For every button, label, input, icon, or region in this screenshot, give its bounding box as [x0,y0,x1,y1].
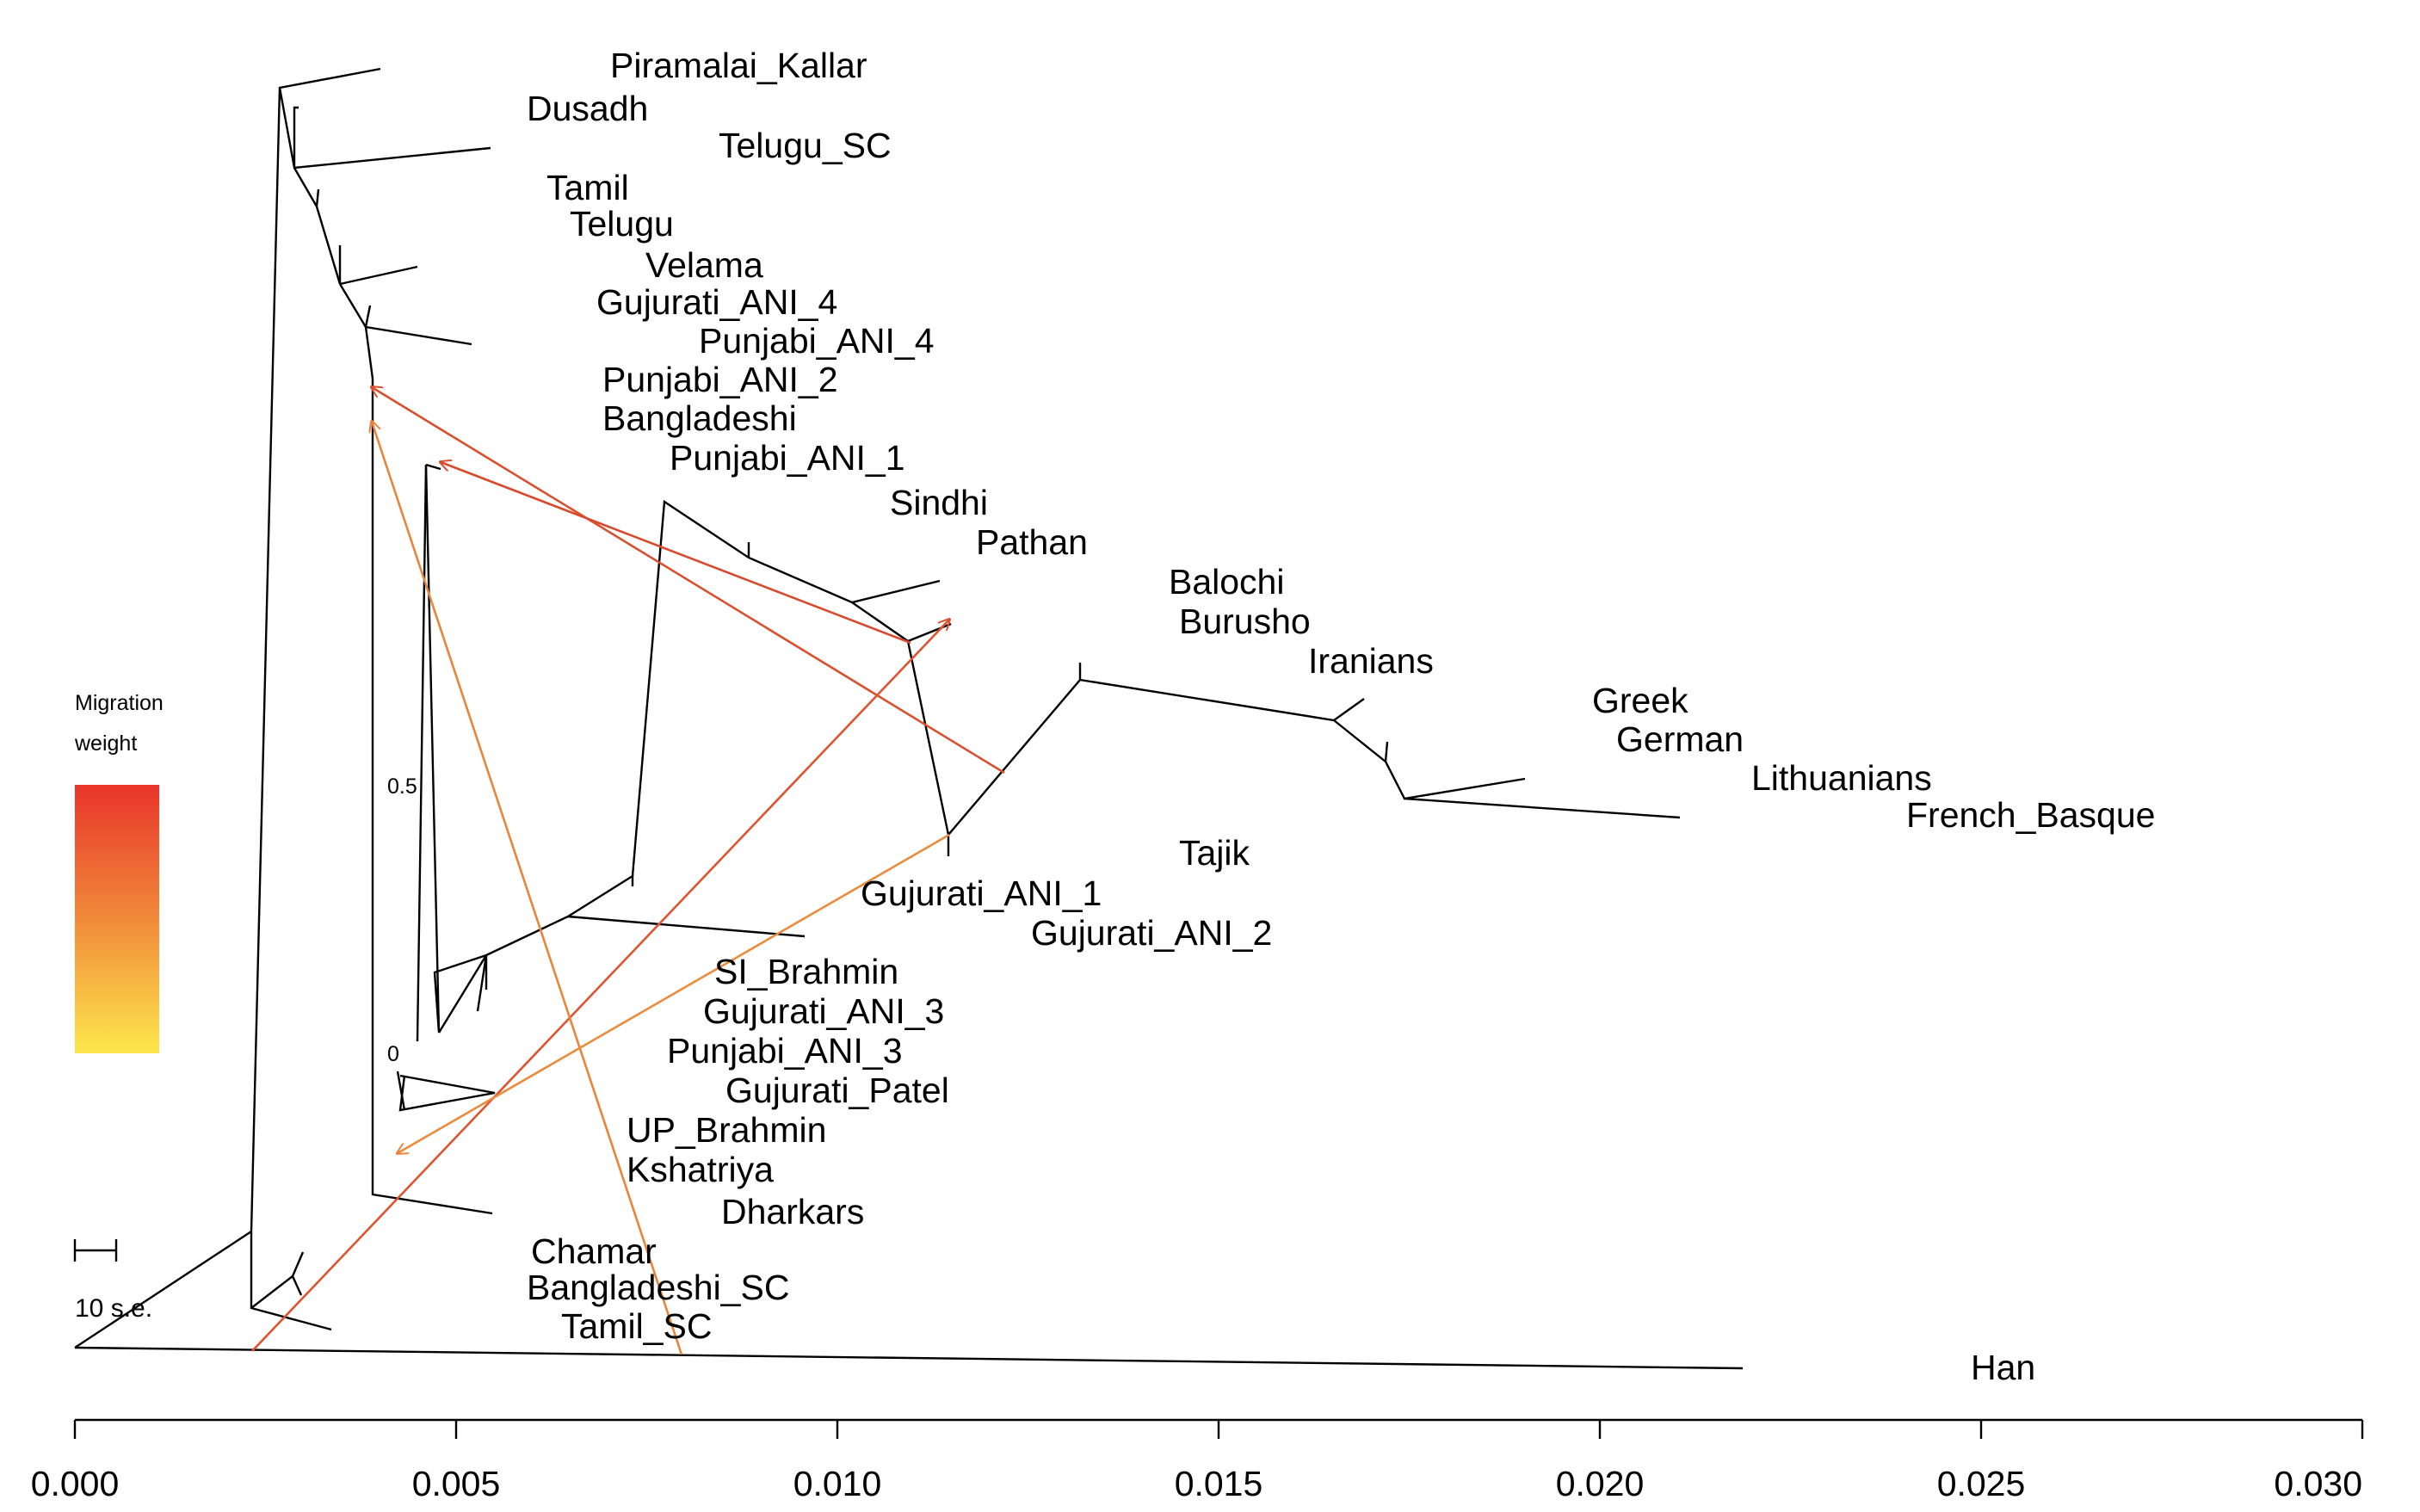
branch-iran [948,663,1681,836]
scale-bar: 10 s.e. [73,1239,152,1323]
branch-up [631,499,952,877]
migration-edge-5 [398,833,950,1153]
branch-root-main [74,1230,252,1349]
scale-bar-label: 10 s.e. [75,1294,152,1323]
legend-title-line1: Migration [75,691,164,715]
migration-edges [251,387,1005,1355]
branch-chamar-group [250,1251,305,1309]
migration-edge-3 [251,620,949,1352]
branch-sindhi [906,640,950,856]
label-balochi: Balochi [1169,562,1284,602]
branch-sub [396,1071,406,1111]
x-axis: 0.000 0.005 0.010 0.015 0.020 0.025 0.03… [31,1418,2364,1503]
label-up-brahmin: UP_Brahmin [627,1110,826,1150]
label-dharkars: Dharkars [721,1192,864,1231]
label-kshatriya: Kshatriya [627,1150,774,1189]
x-axis-tick-label-6: 0.030 [2274,1464,2362,1503]
migration-edge-1 [372,387,1005,775]
branch-trunk [250,67,381,1232]
label-punjabi-ani-1: Punjabi_ANI_1 [670,438,905,478]
label-si-brahmin: SI_Brahmin [714,952,898,991]
label-punjabi-ani-3: Punjabi_ANI_3 [667,1031,903,1071]
label-han: Han [1971,1348,2035,1387]
legend-title-line2: weight [74,731,137,756]
label-bangladeshi-sc: Bangladeshi_SC [527,1268,789,1307]
branch-gujANI4 [364,326,493,1215]
x-axis-tick-label-4: 0.020 [1556,1464,1645,1503]
label-gujurati-ani-4: Gujurati_ANI_4 [596,282,837,322]
x-axis-tick-label-5: 0.025 [1937,1464,2026,1503]
branch-left2 [437,954,488,1034]
label-punjabi-ani-4: Punjabi_ANI_4 [699,321,935,361]
label-piramalai-kallar: Piramalai_Kallar [610,46,867,85]
x-axis-tick-label-3: 0.015 [1175,1464,1263,1503]
label-telugu: Telugu [570,204,674,244]
label-tajik: Tajik [1179,833,1250,873]
scale-bar-line [73,1239,118,1262]
label-french-basque: French_Basque [1906,795,2155,835]
label-bangladeshi: Bangladeshi [602,398,797,438]
label-iranians: Iranians [1308,641,1434,681]
branch-dusadh [278,87,491,170]
branch-velama [338,283,472,346]
legend-min-label: 0 [387,1042,399,1066]
label-chamar: Chamar [531,1231,657,1271]
x-axis-tick-label-2: 0.010 [793,1464,882,1503]
x-axis-tick-label-1: 0.005 [412,1464,501,1503]
label-tamil-sc: Tamil_SC [561,1306,712,1346]
branch-telugu [315,206,418,286]
tree-branches [74,67,1744,1370]
migration-edge-2 [441,462,911,645]
legend-max-label: 0.5 [387,775,417,799]
label-dusadh: Dusadh [527,89,648,128]
label-greek: Greek [1592,681,1688,720]
label-punjabi-ani-2: Punjabi_ANI_2 [602,360,838,399]
label-tamil: Tamil [546,168,629,207]
label-burusho: Burusho [1179,602,1311,641]
label-telugu-sc: Telugu_SC [719,126,892,165]
migration-weight-legend: Migration weight 0.5 0 [74,691,417,1066]
x-axis-tick-label-0: 0.000 [31,1464,120,1503]
branch-tamil [293,167,320,210]
label-velama: Velama [645,245,763,285]
label-gujurati-ani-1: Gujurati_ANI_1 [861,873,1102,913]
population-labels: Piramalai_Kallar Dusadh Telugu_SC Tamil … [527,46,2155,1387]
label-sindhi: Sindhi [890,483,988,522]
label-gujurati-ani-2: Gujurati_ANI_2 [1031,913,1272,953]
label-gujurati-ani-3: Gujurati_ANI_3 [703,991,944,1031]
label-german: German [1616,719,1744,759]
label-pathan: Pathan [976,522,1088,562]
label-lithuanians: Lithuanians [1751,758,1932,798]
branch-han [74,1346,1744,1370]
migration-edge-4 [372,422,683,1355]
legend-color-bar [75,785,159,1053]
label-gujurati-patel: Gujurati_Patel [725,1071,949,1110]
